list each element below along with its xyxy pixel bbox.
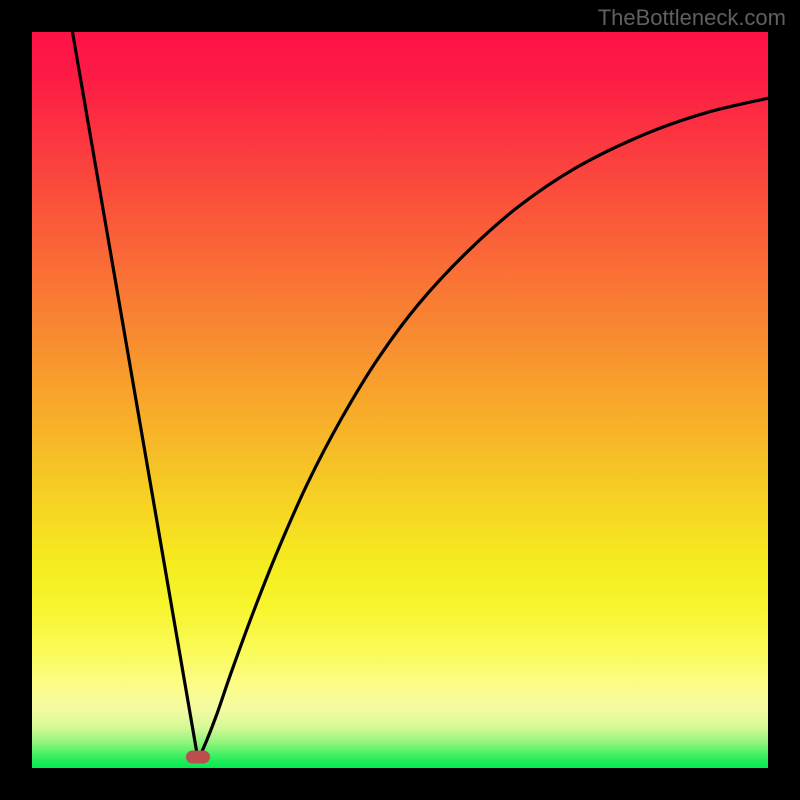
- frame-right: [768, 0, 800, 800]
- frame-left: [0, 0, 32, 800]
- watermark-text: TheBottleneck.com: [598, 5, 786, 31]
- frame-bottom: [0, 768, 800, 800]
- plot-area: [32, 32, 768, 768]
- v-notch-curve: [72, 32, 768, 757]
- curve-svg: [32, 32, 768, 768]
- notch-marker: [186, 750, 210, 763]
- chart-root: { "watermark": { "text": "TheBottleneck.…: [0, 0, 800, 800]
